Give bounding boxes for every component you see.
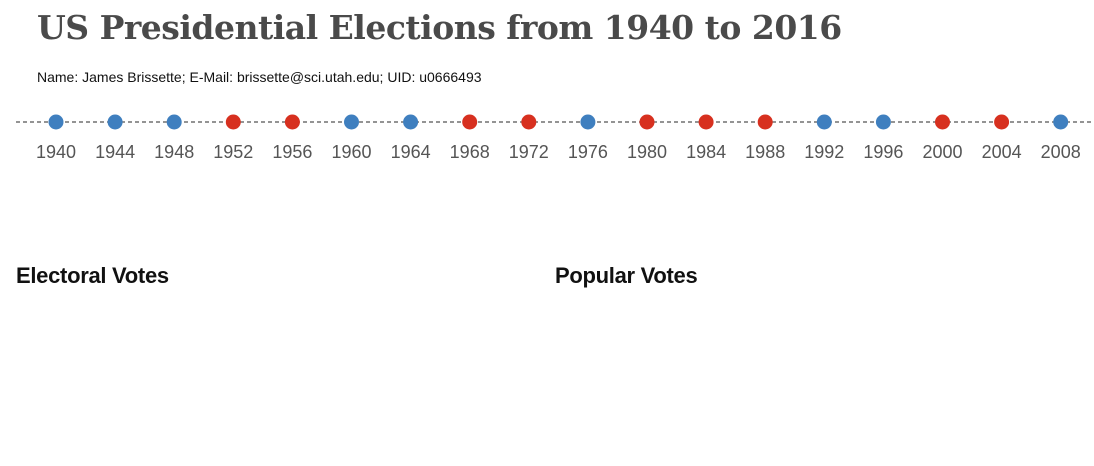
page-title: US Presidential Elections from 1940 to 2… — [37, 8, 842, 47]
year-label-1980: 1980 — [627, 142, 667, 162]
timeline-year-1992[interactable]: 1992 — [804, 114, 844, 163]
year-dot-1992[interactable] — [816, 114, 832, 130]
year-label-1968: 1968 — [450, 142, 490, 162]
author-info: Name: James Brissette; E-Mail: brissette… — [37, 69, 482, 85]
timeline-year-2000[interactable]: 2000 — [922, 114, 963, 163]
year-dot-1948[interactable] — [166, 114, 182, 130]
year-dot-1952[interactable] — [225, 114, 241, 130]
timeline-year-1964[interactable]: 1964 — [391, 114, 431, 163]
year-label-1988: 1988 — [745, 142, 785, 162]
year-label-1984: 1984 — [686, 142, 726, 162]
year-dot-1976[interactable] — [580, 114, 596, 130]
timeline-year-1944[interactable]: 1944 — [95, 114, 135, 163]
timeline-year-1976[interactable]: 1976 — [568, 114, 608, 163]
timeline-year-1952[interactable]: 1952 — [213, 114, 253, 163]
year-label-1944: 1944 — [95, 142, 135, 162]
year-dot-1984[interactable] — [698, 114, 714, 130]
timeline-year-1996[interactable]: 1996 — [863, 114, 903, 163]
year-label-1992: 1992 — [804, 142, 844, 162]
timeline-year-1940[interactable]: 1940 — [36, 114, 76, 163]
timeline-year-1956[interactable]: 1956 — [272, 114, 312, 163]
year-dot-1968[interactable] — [462, 114, 478, 130]
year-dot-1964[interactable] — [403, 114, 419, 130]
timeline-year-1968[interactable]: 1968 — [450, 114, 490, 163]
year-dot-1956[interactable] — [284, 114, 300, 130]
year-label-1940: 1940 — [36, 142, 76, 162]
timeline-year-1980[interactable]: 1980 — [627, 114, 667, 163]
timeline-year-1984[interactable]: 1984 — [686, 114, 726, 163]
year-label-1956: 1956 — [272, 142, 312, 162]
year-dot-2004[interactable] — [994, 114, 1010, 130]
year-dot-1944[interactable] — [107, 114, 123, 130]
year-dot-2000[interactable] — [935, 114, 950, 130]
year-label-2004: 2004 — [982, 142, 1022, 162]
year-label-2000: 2000 — [922, 142, 962, 162]
timeline-year-1988[interactable]: 1988 — [745, 114, 785, 163]
year-label-1976: 1976 — [568, 142, 608, 162]
year-label-1996: 1996 — [863, 142, 903, 162]
year-dot-1988[interactable] — [757, 114, 773, 130]
year-label-1964: 1964 — [391, 142, 431, 162]
year-label-1960: 1960 — [331, 142, 371, 162]
electoral-votes-title: Electoral Votes — [16, 263, 169, 288]
year-dot-1980[interactable] — [639, 114, 655, 130]
year-label-1952: 1952 — [213, 142, 253, 162]
timeline-year-2004[interactable]: 2004 — [982, 114, 1022, 163]
year-timeline: 1940 1944 1948 1952 1956 1960 1964 1968 1972 1976… — [16, 114, 1094, 163]
year-label-1948: 1948 — [154, 142, 194, 162]
year-label-1972: 1972 — [509, 142, 549, 162]
timeline-year-2008[interactable]: 2008 — [1041, 114, 1081, 163]
year-dot-1996[interactable] — [875, 114, 891, 130]
year-dot-1972[interactable] — [521, 114, 537, 130]
timeline-year-1948[interactable]: 1948 — [154, 114, 194, 163]
year-dot-2008[interactable] — [1053, 114, 1069, 130]
popular-votes-title: Popular Votes — [555, 263, 698, 288]
year-dot-1940[interactable] — [48, 114, 64, 130]
timeline-year-1972[interactable]: 1972 — [509, 114, 549, 163]
year-dot-1960[interactable] — [344, 114, 359, 130]
timeline-year-1960[interactable]: 1960 — [331, 114, 372, 163]
year-label-2008: 2008 — [1041, 142, 1081, 162]
